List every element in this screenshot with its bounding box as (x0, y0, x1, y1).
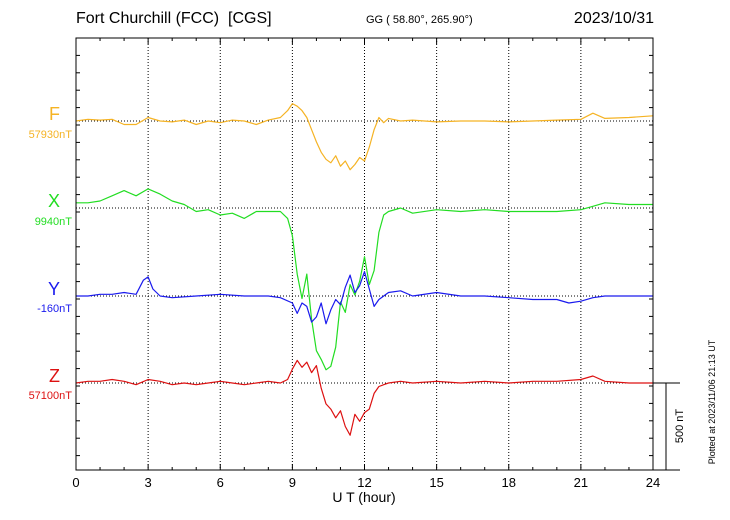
series-line-y (76, 271, 653, 325)
scale-bar (653, 382, 680, 471)
baseline-label-x: 9940nT (34, 216, 72, 228)
scale-bar-label: 500 nT (674, 409, 686, 444)
x-tick-label: 6 (217, 475, 224, 490)
x-tick-label: 12 (357, 475, 371, 490)
series-line-x (76, 188, 653, 371)
baseline-label-f: 57930nT (28, 129, 72, 141)
baseline-label-y: -160nT (37, 303, 72, 315)
series-line-z (75, 359, 653, 436)
baseline-label-z: 57100nT (28, 390, 72, 402)
series-label-f: F (49, 104, 60, 124)
plot-date: 2023/10/31 (573, 10, 654, 27)
geographic-coords: GG ( 58.80°, 265.90°) (366, 14, 473, 26)
x-tick-label: 0 (72, 475, 79, 490)
x-axis-label: U T (hour) (332, 489, 395, 505)
series-label-z: Z (49, 366, 60, 386)
series-label-y: Y (47, 279, 60, 299)
x-tick-label: 3 (145, 475, 152, 490)
x-tick-label: 21 (574, 475, 588, 490)
plotted-timestamp: Plotted at 2023/11/06 21:13 UT (707, 339, 717, 464)
series-line-f (75, 102, 654, 171)
x-tick-label: 24 (646, 475, 660, 490)
station-title: Fort Churchill (FCC) [CGS] (76, 10, 272, 27)
series-label-x: X (47, 191, 60, 211)
x-tick-label: 15 (429, 475, 443, 490)
x-tick-label: 18 (502, 475, 516, 490)
x-tick-label: 9 (289, 475, 296, 490)
